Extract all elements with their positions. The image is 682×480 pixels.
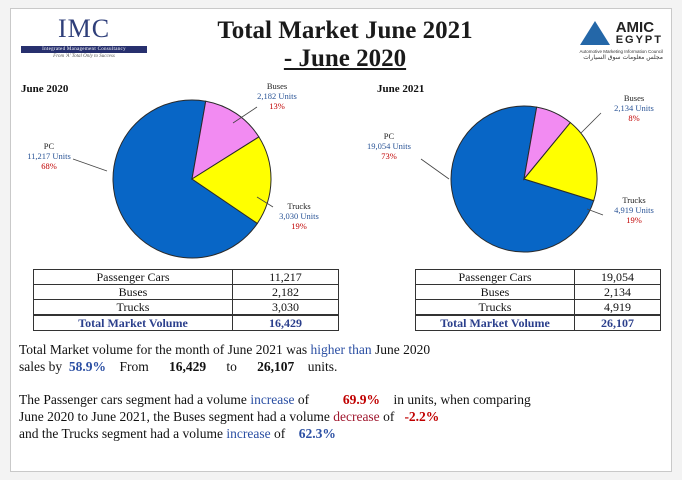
table-cell: Passenger Cars <box>415 269 575 285</box>
table-cell: Passenger Cars <box>33 269 233 285</box>
table-cell: 3,030 <box>232 299 339 316</box>
imc-logo-tagline: From 'A' Total Only to Success <box>53 54 115 59</box>
chart-title-june-2020: June 2020 <box>21 83 69 95</box>
amic-triangle-icon <box>579 21 610 45</box>
table-row: Buses 2,134 <box>415 284 661 300</box>
table-cell: Trucks <box>33 299 233 316</box>
slice-label-pc-2021: PC 19,054 Units 73% <box>367 131 411 161</box>
slice-label-buses-2020: Buses 2,182 Units 13% <box>257 81 297 111</box>
leader-line <box>586 208 604 216</box>
table-cell: Trucks <box>415 299 575 316</box>
title-line-2: - June 2020 <box>283 45 407 72</box>
table-cell: 16,429 <box>232 314 339 331</box>
table-total-row: Total Market Volume 16,429 <box>33 314 339 331</box>
leader-line <box>580 112 602 134</box>
table-cell: Total Market Volume <box>33 314 233 331</box>
summary-paragraph-2: The Passenger cars segment had a volume … <box>19 392 531 441</box>
amic-logo: AMIC EGYPT Automotive Marketing Informat… <box>567 19 663 61</box>
table-cell: Total Market Volume <box>415 314 575 331</box>
imc-logo-name: IMC <box>57 14 111 43</box>
slide: IMC Integrated Management Consultancy Fr… <box>10 8 672 472</box>
slice-label-buses-2021: Buses 2,134 Units 8% <box>614 93 654 123</box>
pie-slice-buses-june-2020 <box>191 100 260 181</box>
table-row: Buses 2,182 <box>33 284 339 300</box>
table-cell: Buses <box>415 284 575 300</box>
slice-label-trucks-2020: Trucks 3,030 Units 19% <box>279 201 319 231</box>
table-row: Passenger Cars 19,054 <box>415 269 661 285</box>
chart-title-june-2021: June 2021 <box>377 83 425 95</box>
pie-slice-pc-june-2021 <box>450 105 595 253</box>
table-cell: 2,182 <box>232 284 339 300</box>
amic-logo-country: EGYPT <box>615 34 663 46</box>
pie-chart-june-2020 <box>72 99 274 259</box>
pie-charts <box>72 99 604 259</box>
table-cell: 4,919 <box>574 299 661 316</box>
pie-slice-trucks-june-2020 <box>191 136 272 225</box>
leader-line <box>232 106 258 124</box>
imc-logo: IMC Integrated Management Consultancy Fr… <box>19 15 149 59</box>
table-cell: 2,134 <box>574 284 661 300</box>
volume-table-2020: Passenger Cars 11,217 Buses 2,182 Trucks 3,… <box>33 269 339 331</box>
table-row: Trucks 3,030 <box>33 299 339 316</box>
leader-line <box>420 158 450 180</box>
imc-logo-band: Integrated Management Consultancy <box>21 46 147 53</box>
slice-label-pc-2020: PC 11,217 Units 68% <box>27 141 71 171</box>
pie-slice-pc-june-2020 <box>112 99 259 259</box>
slice-label-trucks-2021: Trucks 4,919 Units 19% <box>614 195 654 225</box>
volume-table-2021: Passenger Cars 19,054 Buses 2,134 Trucks 4,… <box>415 269 661 331</box>
table-cell: 19,054 <box>574 269 661 285</box>
pie-slice-trucks-june-2021 <box>523 121 598 202</box>
title-line-1: Total Market June 2021 <box>217 17 473 44</box>
amic-logo-arabic: مجلس معلومات سوق السيارات <box>583 54 663 61</box>
table-row: Passenger Cars 11,217 <box>33 269 339 285</box>
leader-line <box>72 158 108 172</box>
amic-logo-subtitle: Automotive Marketing Information Council <box>579 49 663 54</box>
table-cell: 11,217 <box>232 269 339 285</box>
leader-line <box>256 196 274 208</box>
table-row: Trucks 4,919 <box>415 299 661 316</box>
summary-paragraph-1: Total Market volume for the month of Jun… <box>19 342 431 374</box>
table-total-row: Total Market Volume 26,107 <box>415 314 661 331</box>
amic-logo-name: AMIC <box>615 19 655 36</box>
page-title: Total Market June 2021 - June 2020 <box>187 17 503 73</box>
table-cell: 26,107 <box>574 314 661 331</box>
pie-chart-june-2021 <box>420 105 604 253</box>
table-cell: Buses <box>33 284 233 300</box>
